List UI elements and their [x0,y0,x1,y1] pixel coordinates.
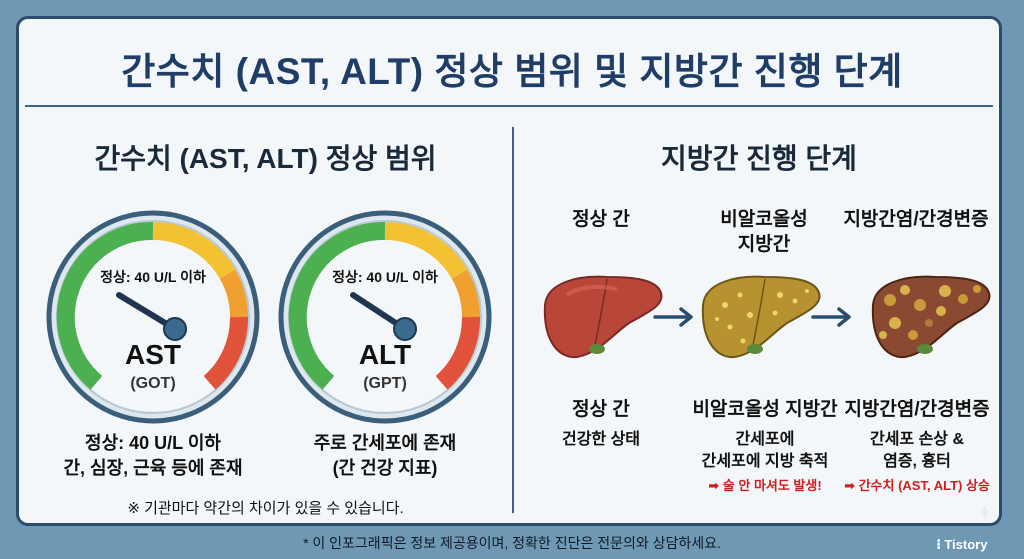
stage-normal-desc: 건강한 상태 [531,429,671,451]
right-section-title: 지방간 진행 단계 [661,143,857,174]
stage-nafld-desc2: 간세포에 지방 축적 [701,453,829,470]
arrow-right-icon [653,307,693,327]
alt-gauge [278,210,492,424]
ast-desc-line2: 간, 심장, 근육 등에 존재 [63,458,243,478]
ast-description: 정상: 40 U/L 이하 간, 심장, 근육 등에 존재 [33,431,273,481]
tistory-brand-text: Tistory [944,537,988,552]
variance-note: ※ 기관마다 약간의 차이가 있을 수 있습니다. [127,500,404,517]
stage-nafld-desc: 간세포에 간세포에 지방 축적 [679,429,851,473]
left-section-title: 간수치 (AST, ALT) 정상 범위 [94,143,437,174]
stage-nafld-desc1: 간세포에 [735,431,795,448]
stage-normal-bottom-label: 정상 간 [572,399,630,420]
stage-normal-desc1: 건강한 상태 [561,431,641,448]
stage-nash-desc2: 염증, 흉터 [883,453,951,470]
stage-nash-warning: ➡ 간수치 (AST, ALT) 상승 [844,478,990,493]
alt-description: 주로 간세포에 존재 (간 건강 지표) [265,431,505,481]
fatty-liver-image [701,275,821,359]
sparkle-icon: ✦ [975,500,994,525]
ast-gauge [46,210,260,424]
stage-nash-bottom-label: 지방간염/간경변증 [844,399,990,420]
disclaimer-footer: * 이 인포그래픽은 정보 제공용이며, 정확한 진단은 전문의와 상담하세요. [303,535,721,551]
stage-nafld-bottom-label: 비알코올성 지방간 [692,399,838,420]
stage-normal-top-text: 정상 간 [572,209,630,230]
alt-desc-line2: (간 건강 지표) [332,458,438,478]
arrow-right-icon [811,307,851,327]
stage-nafld-top-label: 비알코올성 지방간 [689,207,839,257]
alt-normal-label: 정상: 40 U/L 이하 [332,269,438,285]
stage-nash-top-text: 지방간염/간경변증 [843,209,989,230]
ast-sub: (GOT) [130,375,176,392]
cirrhosis-liver-image [871,275,991,359]
alt-sub: (GPT) [363,375,407,392]
page-title: 간수치 (AST, ALT) 정상 범위 및 지방간 진행 단계 [121,51,903,92]
normal-liver-image [543,275,663,359]
stage-normal-top-label: 정상 간 [531,207,671,232]
stage-nash-top-label: 지방간염/간경변증 [831,207,1001,232]
stage-nash-desc: 간세포 손상 & 염증, 흉터 [831,429,1003,473]
tistory-logo-icon: ⁝ [936,536,942,552]
stage-nafld-top-text1: 비알코올성 [720,209,808,230]
stage-nafld-warning: ➡ 술 안 마셔도 발생! [708,478,822,493]
ast-name: AST [125,339,181,370]
tistory-brand[interactable]: ⁝ Tistory [936,536,987,553]
infographic-card: 간수치 (AST, ALT) 정상 범위 및 지방간 진행 단계 간수치 (AS… [16,16,1002,526]
stage-nash-desc1: 간세포 손상 & [869,431,965,448]
divider-horizontal [25,105,993,107]
ast-normal-label: 정상: 40 U/L 이하 [100,269,206,285]
ast-desc-line1: 정상: 40 U/L 이하 [85,433,221,453]
alt-name: ALT [358,339,412,370]
alt-desc-line1: 주로 간세포에 존재 [313,433,457,453]
divider-vertical [512,127,514,513]
stage-nafld-top-text2: 지방간 [737,234,791,255]
